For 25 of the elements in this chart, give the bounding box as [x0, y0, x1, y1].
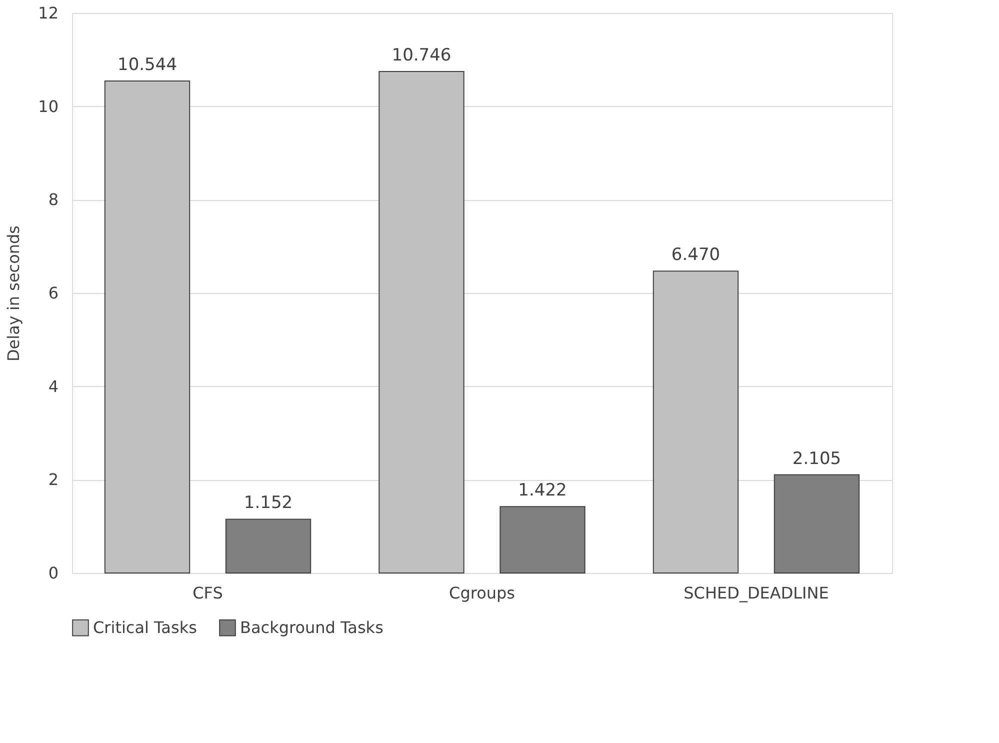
bar [225, 518, 312, 574]
bar [774, 474, 860, 574]
y-tick-label: 12 [38, 4, 58, 22]
y-tick-label: 8 [48, 190, 58, 210]
data-label: 1.422 [518, 480, 567, 501]
data-label: 6.470 [671, 245, 720, 266]
legend-label: Background Tasks [240, 618, 384, 637]
bar [104, 80, 190, 574]
bar [500, 506, 586, 574]
bar [652, 270, 739, 574]
y-tick-label: 0 [48, 564, 58, 582]
y-tick-label: 4 [48, 376, 58, 396]
x-tick-label: Cgroups [449, 584, 515, 602]
data-label: 2.105 [792, 448, 842, 469]
bar [378, 71, 464, 574]
y-tick-label: 6 [48, 284, 58, 302]
data-label: 10.544 [118, 54, 177, 75]
x-tick-label: CFS [192, 584, 223, 602]
legend-label: Critical Tasks [93, 618, 197, 637]
y-tick-label: 2 [48, 470, 58, 490]
y-axis-title: Delay in seconds [4, 225, 24, 362]
data-label: 1.152 [244, 493, 293, 514]
data-label: 10.746 [392, 46, 452, 66]
y-tick-label: 10 [38, 96, 58, 116]
x-tick-label: SCHED_DEADLINE [684, 584, 829, 602]
